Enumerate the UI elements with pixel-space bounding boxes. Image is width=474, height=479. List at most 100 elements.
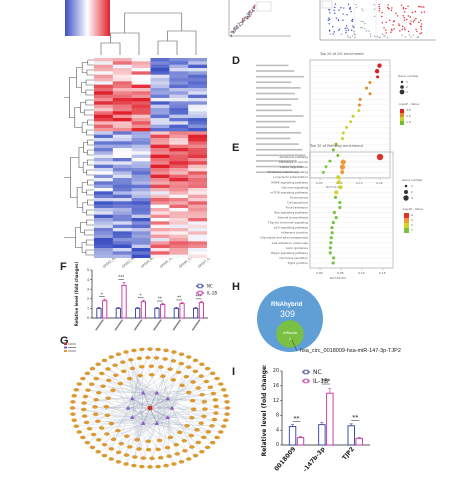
heatmap-cell bbox=[169, 135, 188, 139]
network-mrna-node bbox=[210, 441, 215, 444]
heatmap-cell bbox=[151, 168, 170, 172]
heatmap-cell bbox=[188, 238, 207, 242]
pathway-point bbox=[330, 236, 333, 239]
network-mrna-node bbox=[99, 426, 104, 429]
network-mrna-node bbox=[176, 371, 181, 374]
heatmap-cell bbox=[113, 145, 132, 149]
heatmap-cell bbox=[169, 241, 188, 245]
heatmap-cell bbox=[113, 225, 132, 229]
pathway-tick-label: 0.05 bbox=[337, 271, 344, 275]
heatmap-cell bbox=[94, 181, 113, 185]
network-mrna-node bbox=[128, 358, 133, 361]
network-mrna-node bbox=[110, 389, 115, 392]
heatmap-cell bbox=[169, 145, 188, 149]
heatmap-cell bbox=[94, 125, 113, 129]
heatmap-cell bbox=[94, 208, 113, 212]
pathway-term-label: p53 signaling pathway bbox=[274, 226, 308, 230]
go-point bbox=[359, 98, 362, 101]
heatmap-cell bbox=[132, 131, 151, 135]
heatmap-cell bbox=[169, 58, 188, 62]
network-mrna-node bbox=[211, 392, 216, 395]
network-mrna-node bbox=[81, 408, 86, 411]
heatmap-cell bbox=[94, 151, 113, 155]
heatmap-cell bbox=[132, 248, 151, 252]
heatmap-cell bbox=[132, 145, 151, 149]
heatmap-cell bbox=[113, 248, 132, 252]
pathway-term-label: Cell apoptosis bbox=[287, 200, 308, 204]
pathway-legend-count-label: 2 bbox=[411, 190, 413, 194]
network-mrna-node bbox=[104, 405, 109, 408]
heatmap-cell bbox=[94, 178, 113, 182]
network-mrna-node bbox=[224, 400, 229, 403]
heatmap-cell bbox=[169, 71, 188, 75]
bar-il1b bbox=[356, 438, 362, 445]
heatmap-cell bbox=[94, 165, 113, 169]
heatmap-cell bbox=[94, 88, 113, 92]
heatmap-cell bbox=[169, 175, 188, 179]
heatmap-cell bbox=[94, 215, 113, 219]
heatmap-cell bbox=[169, 195, 188, 199]
significance-mark: * bbox=[140, 293, 142, 298]
go-legend-p-label: 3.0 bbox=[406, 108, 411, 112]
heatmap-cell bbox=[113, 125, 132, 129]
heatmap-cell bbox=[151, 85, 170, 89]
bar-tick-label: 12 bbox=[273, 398, 279, 404]
significance-mark: ** bbox=[158, 296, 162, 301]
heatmap-cell bbox=[94, 245, 113, 249]
network-mrna-node bbox=[102, 443, 107, 446]
heatmap-cell bbox=[188, 185, 207, 189]
heatmap-cell bbox=[113, 201, 132, 205]
go-term-label bbox=[256, 93, 295, 95]
heatmap-cell bbox=[151, 151, 170, 155]
pathway-term-label: Adherens junction bbox=[281, 231, 308, 235]
network-mrna-node bbox=[80, 436, 85, 439]
bar-il1b bbox=[327, 393, 333, 445]
heatmap-cell bbox=[132, 71, 151, 75]
network-mrna-node bbox=[109, 355, 114, 358]
heatmap-cell bbox=[94, 185, 113, 189]
network-mrna-node bbox=[104, 432, 109, 435]
heatmap-cell bbox=[94, 235, 113, 239]
heatmap-cell bbox=[94, 138, 113, 142]
heatmap-cell bbox=[132, 221, 151, 225]
network-mrna-node bbox=[182, 449, 187, 452]
heatmap-cell bbox=[113, 88, 132, 92]
venn-small-name: miRanda bbox=[283, 331, 297, 335]
heatmap-cell bbox=[132, 58, 151, 62]
heatmap-cell bbox=[151, 241, 170, 245]
heatmap-cell bbox=[113, 158, 132, 162]
network-mrna-node bbox=[93, 413, 98, 416]
go-term-label bbox=[256, 76, 304, 78]
category-label: 0018009 bbox=[273, 446, 297, 473]
heatmap-cell bbox=[151, 221, 170, 225]
network-mrna-node bbox=[213, 398, 218, 401]
go-term-label bbox=[256, 110, 292, 112]
heatmap-cell bbox=[169, 115, 188, 119]
network-mrna-node bbox=[92, 405, 97, 408]
pathway-term-label: Lipids degradation bbox=[280, 165, 308, 169]
network-mrna-node bbox=[77, 430, 82, 433]
heatmap-cell bbox=[169, 245, 188, 249]
heatmap-cell bbox=[132, 195, 151, 199]
heatmap-cell bbox=[132, 175, 151, 179]
network-mrna-node bbox=[70, 413, 75, 416]
network-mrna-node bbox=[168, 436, 173, 439]
heatmap-cell bbox=[169, 108, 188, 112]
network-mrna-node bbox=[100, 385, 105, 388]
pathway-point bbox=[335, 216, 338, 219]
go-point bbox=[375, 69, 379, 73]
heatmap-cell bbox=[113, 155, 132, 159]
network-mrna-node bbox=[106, 379, 111, 382]
heatmap-cell bbox=[151, 81, 170, 85]
network-mrna-node bbox=[156, 465, 161, 468]
heatmap-cell bbox=[132, 225, 151, 229]
pathway-term-label: Hormone secretion bbox=[279, 256, 308, 260]
network-mrna-node bbox=[74, 388, 79, 391]
pathway-point bbox=[341, 159, 346, 164]
heatmap-cell bbox=[151, 108, 170, 112]
circrna-label bbox=[114, 319, 123, 331]
network-mrna-node bbox=[99, 372, 104, 375]
pathway-point bbox=[329, 241, 332, 244]
